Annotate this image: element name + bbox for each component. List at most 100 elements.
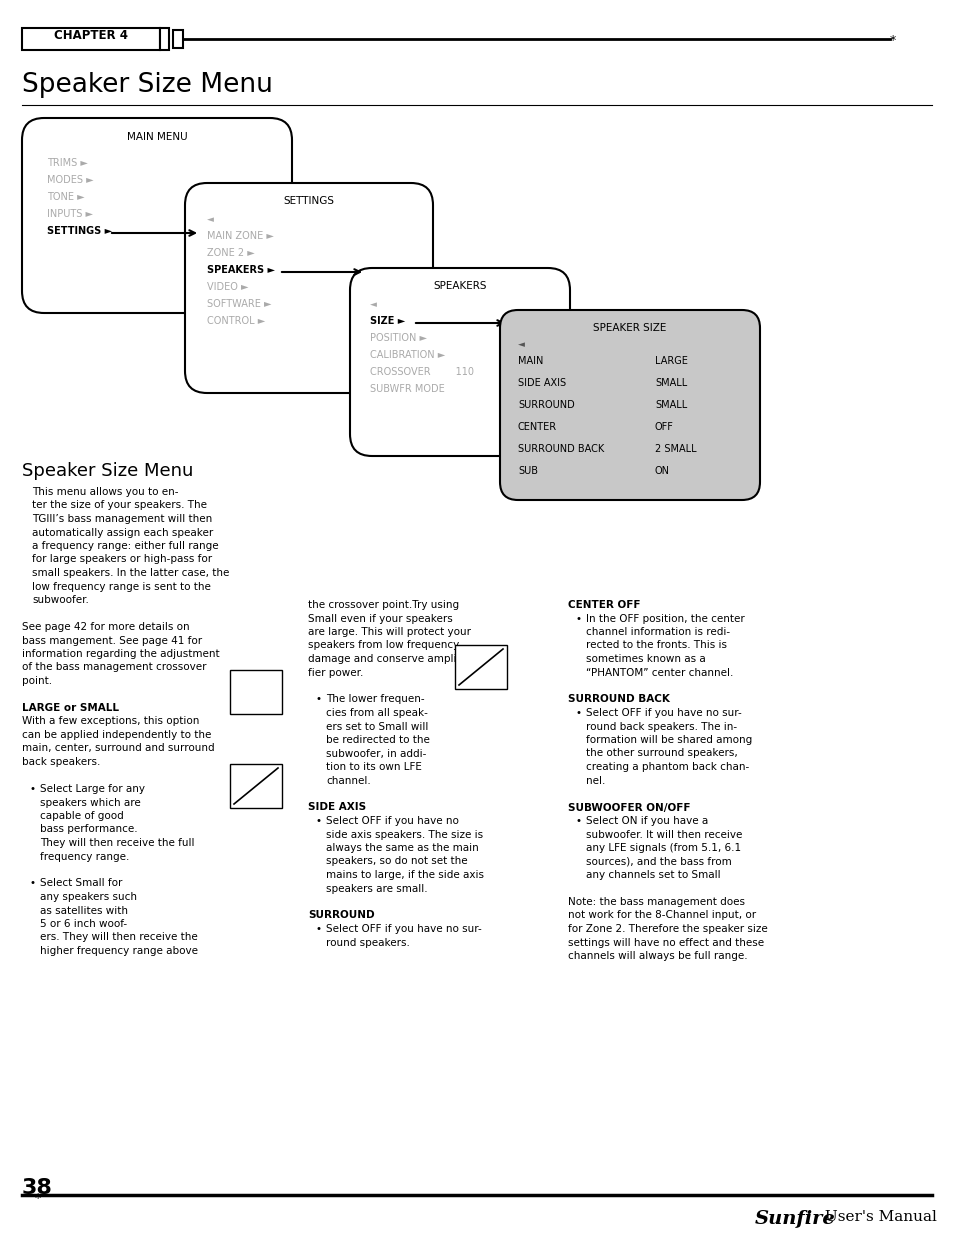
Text: See page 42 for more details on: See page 42 for more details on xyxy=(22,622,190,632)
Text: always the same as the main: always the same as the main xyxy=(326,844,478,853)
Text: information regarding the adjustment: information regarding the adjustment xyxy=(22,650,219,659)
Text: •: • xyxy=(315,694,322,704)
Text: any channels set to Small: any channels set to Small xyxy=(585,869,720,881)
Text: *: * xyxy=(35,1192,41,1205)
Text: LARGE or SMALL: LARGE or SMALL xyxy=(22,703,119,713)
Text: SOFTWARE ►: SOFTWARE ► xyxy=(207,299,272,309)
Text: •: • xyxy=(576,708,581,718)
Text: SPEAKER SIZE: SPEAKER SIZE xyxy=(593,324,666,333)
Text: 5 or 6 inch woof-: 5 or 6 inch woof- xyxy=(40,919,127,929)
Text: SPEAKERS ►: SPEAKERS ► xyxy=(207,266,274,275)
Text: mains to large, if the side axis: mains to large, if the side axis xyxy=(326,869,483,881)
Text: TGIII’s bass management will then: TGIII’s bass management will then xyxy=(32,514,212,524)
Text: any speakers such: any speakers such xyxy=(40,892,137,902)
Bar xyxy=(160,28,169,49)
Text: Select ON if you have a: Select ON if you have a xyxy=(585,816,707,826)
Text: for large speakers or high-pass for: for large speakers or high-pass for xyxy=(32,555,212,564)
Text: Speaker Size Menu: Speaker Size Menu xyxy=(22,462,193,480)
Text: of the bass management crossover: of the bass management crossover xyxy=(22,662,206,673)
Text: SUBWOOFER ON/OFF: SUBWOOFER ON/OFF xyxy=(567,803,690,813)
Text: the other surround speakers,: the other surround speakers, xyxy=(585,748,737,758)
Text: CALIBRATION ►: CALIBRATION ► xyxy=(370,350,445,359)
Text: point.: point. xyxy=(22,676,52,685)
FancyBboxPatch shape xyxy=(185,183,433,393)
Text: 38: 38 xyxy=(22,1178,52,1198)
Text: Note: the bass management does: Note: the bass management does xyxy=(567,897,744,906)
Text: any LFE signals (from 5.1, 6.1: any LFE signals (from 5.1, 6.1 xyxy=(585,844,740,853)
Text: as satellites with: as satellites with xyxy=(40,905,128,915)
Text: frequency range.: frequency range. xyxy=(40,851,130,862)
Text: MAIN MENU: MAIN MENU xyxy=(127,132,187,142)
Text: ter the size of your speakers. The: ter the size of your speakers. The xyxy=(32,500,207,510)
Text: bass performance.: bass performance. xyxy=(40,825,137,835)
Text: Small even if your speakers: Small even if your speakers xyxy=(308,614,453,624)
Text: SPEAKERS: SPEAKERS xyxy=(433,282,486,291)
Text: Speaker Size Menu: Speaker Size Menu xyxy=(22,72,273,98)
Text: for Zone 2. Therefore the speaker size: for Zone 2. Therefore the speaker size xyxy=(567,924,767,934)
Text: capable of good: capable of good xyxy=(40,811,124,821)
Text: MAIN ZONE ►: MAIN ZONE ► xyxy=(207,231,274,241)
Text: low frequency range is sent to the: low frequency range is sent to the xyxy=(32,582,211,592)
Text: •: • xyxy=(315,924,322,934)
Text: the crossover point.Try using: the crossover point.Try using xyxy=(308,600,458,610)
Text: fier power.: fier power. xyxy=(308,667,363,678)
Text: speakers are small.: speakers are small. xyxy=(326,883,427,893)
Text: channels will always be full range.: channels will always be full range. xyxy=(567,951,747,961)
Text: SETTINGS ►: SETTINGS ► xyxy=(47,226,112,236)
Text: tion to its own LFE: tion to its own LFE xyxy=(326,762,421,772)
Text: Select OFF if you have no sur-: Select OFF if you have no sur- xyxy=(585,708,741,718)
Text: 2 SMALL: 2 SMALL xyxy=(655,445,696,454)
Text: Select Large for any: Select Large for any xyxy=(40,784,145,794)
Text: “PHANTOM” center channel.: “PHANTOM” center channel. xyxy=(585,667,733,678)
FancyBboxPatch shape xyxy=(499,310,760,500)
Text: This menu allows you to en-: This menu allows you to en- xyxy=(32,487,178,496)
Text: With a few exceptions, this option: With a few exceptions, this option xyxy=(22,716,199,726)
Text: •: • xyxy=(30,784,36,794)
Bar xyxy=(230,671,282,714)
Text: ON: ON xyxy=(655,466,669,475)
Text: MAIN: MAIN xyxy=(517,356,543,366)
Text: TONE ►: TONE ► xyxy=(47,191,85,203)
Text: TRIMS ►: TRIMS ► xyxy=(47,158,88,168)
Text: higher frequency range above: higher frequency range above xyxy=(40,946,198,956)
Text: OFF: OFF xyxy=(655,422,673,432)
Text: POSITION ►: POSITION ► xyxy=(370,333,427,343)
Text: main, center, surround and surround: main, center, surround and surround xyxy=(22,743,214,753)
Text: be redirected to the: be redirected to the xyxy=(326,735,430,745)
Text: subwoofer.: subwoofer. xyxy=(32,595,89,605)
Text: ◄: ◄ xyxy=(370,300,376,309)
Text: SUB: SUB xyxy=(517,466,537,475)
Text: SIDE AXIS: SIDE AXIS xyxy=(517,378,565,388)
Text: Select OFF if you have no: Select OFF if you have no xyxy=(326,816,458,826)
Text: SMALL: SMALL xyxy=(655,400,686,410)
Text: The lower frequen-: The lower frequen- xyxy=(326,694,424,704)
Text: •: • xyxy=(315,816,322,826)
Text: SURROUND BACK: SURROUND BACK xyxy=(517,445,603,454)
Text: subwoofer. It will then receive: subwoofer. It will then receive xyxy=(585,830,741,840)
Text: In the OFF position, the center: In the OFF position, the center xyxy=(585,614,744,624)
Text: SETTINGS: SETTINGS xyxy=(283,196,335,206)
Text: SUBWFR MODE: SUBWFR MODE xyxy=(370,384,444,394)
Text: sources), and the bass from: sources), and the bass from xyxy=(585,857,731,867)
Text: small speakers. In the latter case, the: small speakers. In the latter case, the xyxy=(32,568,229,578)
Text: ers. They will then receive the: ers. They will then receive the xyxy=(40,932,197,942)
Bar xyxy=(455,645,506,689)
Text: speakers, so do not set the: speakers, so do not set the xyxy=(326,857,467,867)
Text: SIZE ►: SIZE ► xyxy=(370,316,405,326)
Text: Select OFF if you have no sur-: Select OFF if you have no sur- xyxy=(326,924,481,934)
Text: *: * xyxy=(889,35,895,47)
Text: can be applied independently to the: can be applied independently to the xyxy=(22,730,212,740)
Text: damage and conserve ampli-: damage and conserve ampli- xyxy=(308,655,459,664)
Bar xyxy=(22,28,160,49)
Text: SMALL: SMALL xyxy=(655,378,686,388)
Text: back speakers.: back speakers. xyxy=(22,757,100,767)
Text: speakers from low frequency: speakers from low frequency xyxy=(308,641,458,651)
Text: CENTER OFF: CENTER OFF xyxy=(567,600,639,610)
Text: VIDEO ►: VIDEO ► xyxy=(207,282,248,291)
Text: Sunfire: Sunfire xyxy=(754,1210,835,1228)
Text: a frequency range: either full range: a frequency range: either full range xyxy=(32,541,218,551)
Text: INPUTS ►: INPUTS ► xyxy=(47,209,92,219)
Text: bass mangement. See page 41 for: bass mangement. See page 41 for xyxy=(22,636,202,646)
FancyBboxPatch shape xyxy=(22,119,292,312)
Text: •: • xyxy=(576,614,581,624)
